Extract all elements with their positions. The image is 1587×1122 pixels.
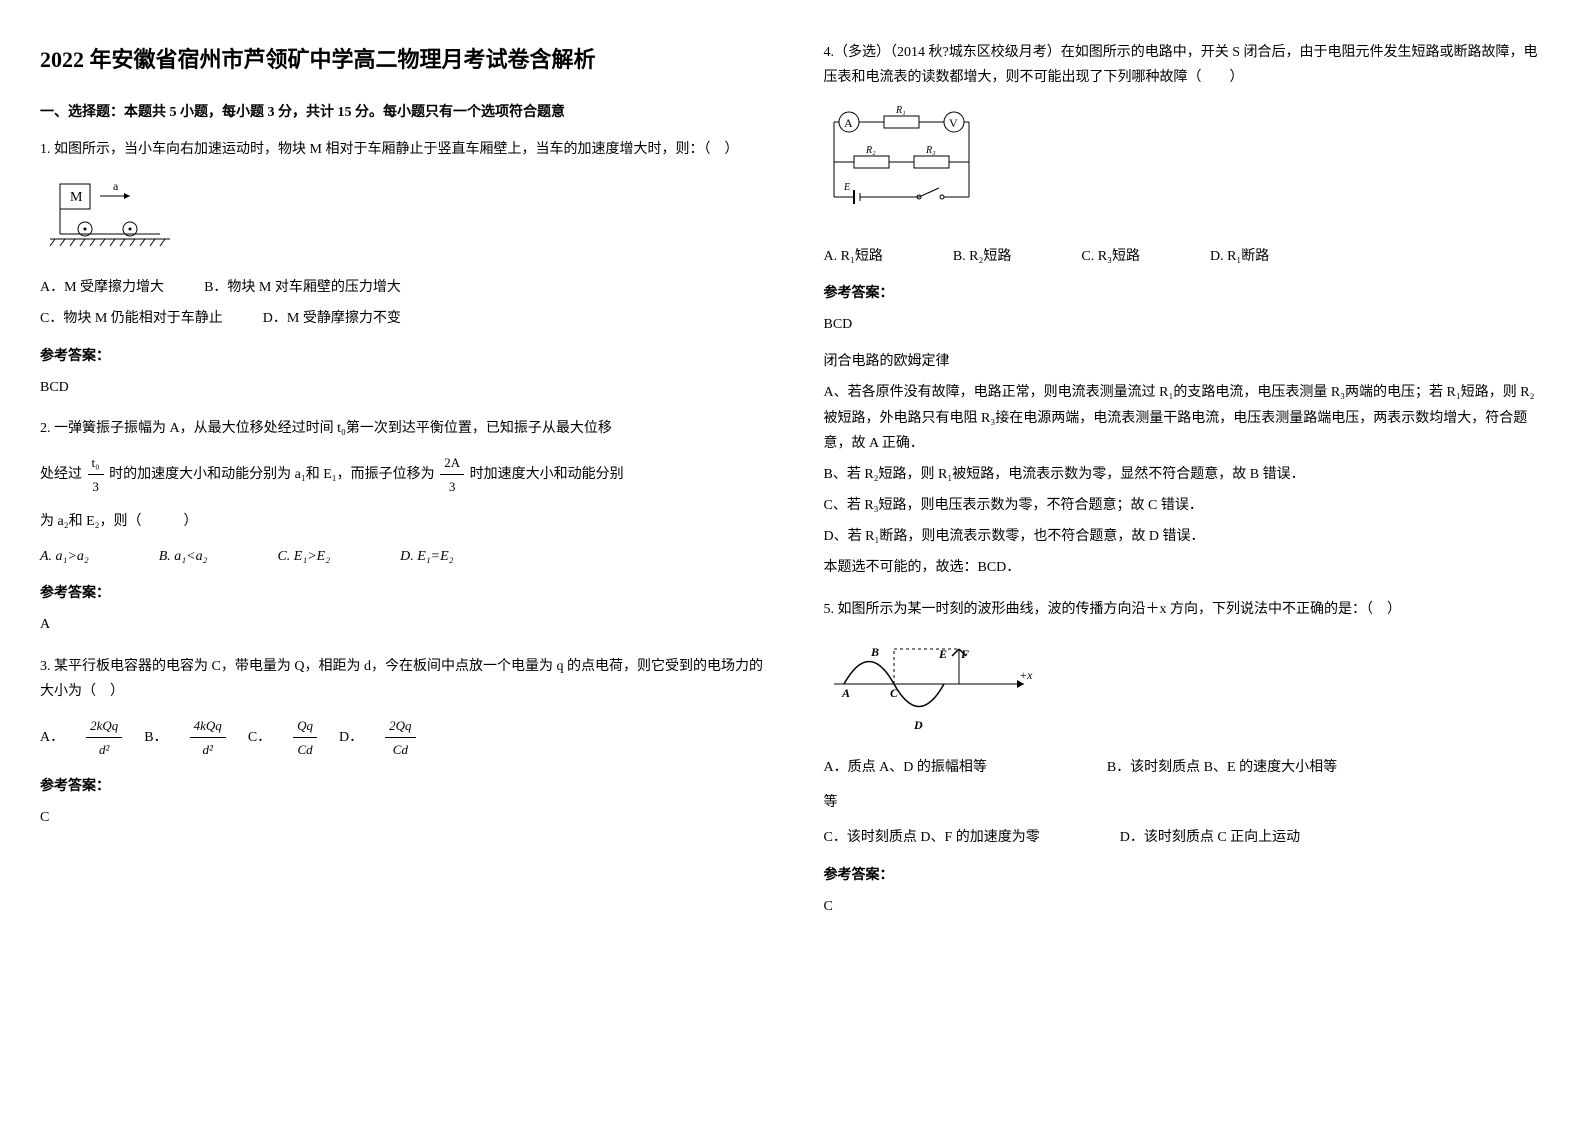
svg-text:R₁: R₁ [895,105,906,116]
q5-options: A．质点 A、D 的振幅相等 B．该时刻质点 B、E 的速度大小相等 等 C．该… [824,755,1548,851]
q1-answer: BCD [40,375,764,400]
svg-text:+x: +x [1019,668,1033,682]
q1-optD: D．M 受静摩擦力不变 [263,306,401,331]
svg-text:R₃: R₃ [925,145,936,156]
q2-optC: C. E₁>E₂ [277,544,330,569]
q5-diagram: +x A B C D E F [824,634,1548,743]
q3-optA-label: A． [40,725,64,750]
q4-exp5: D、若 R₁断路，则电流表示数零，也不符合题意，故 D 错误． [824,524,1548,549]
svg-text:A: A [841,686,850,700]
q3-optC-frac: Qq Cd [293,714,317,762]
q2-optB: B. a₁<a₂ [159,544,208,569]
q1-optA: A．M 受摩擦力增大 [40,275,164,300]
q2-p3: 时的加速度大小和动能分别为 a₁和 E₁，而振子位移为 [109,467,435,482]
q2-p5: 为 a₂和 E₂，则（ ） [40,509,764,534]
svg-text:a: a [113,179,119,193]
q3-text: 3. 某平行板电容器的电容为 C，带电量为 Q，相距为 d，今在板间中点放一个电… [40,654,764,704]
q2-p4: 时加速度大小和动能分别 [470,467,624,482]
q3-answer-label: 参考答案： [40,774,764,799]
q1-optB: B．物块 M 对车厢壁的压力增大 [204,275,401,300]
q2-answer: A [40,612,764,637]
svg-text:D: D [913,718,923,732]
svg-text:C: C [890,686,899,700]
q5-answer: C [824,894,1548,919]
q1-diagram: M a [40,174,764,263]
q3-optD-frac: 2Qq Cd [385,714,415,762]
svg-text:E: E [938,647,947,661]
q4-options: A. R₁短路 B. R₂短路 C. R₃短路 D. R₁断路 [824,244,1548,269]
svg-text:R₂: R₂ [865,145,876,156]
question-3: 3. 某平行板电容器的电容为 C，带电量为 Q，相距为 d，今在板间中点放一个电… [40,654,764,831]
q1-text: 1. 如图所示，当小车向右加速运动时，物块 M 相对于车厢静止于竖直车厢壁上，当… [40,137,764,162]
q2-text-line2: 处经过 t₀ 3 时的加速度大小和动能分别为 a₁和 E₁，而振子位移为 2A … [40,451,764,499]
q4-optD: D. R₁断路 [1210,244,1269,269]
q4-answer: BCD [824,312,1548,337]
q4-exp2: A、若各原件没有故障，电路正常，则电流表测量流过 R₁的支路电流，电压表测量 R… [824,380,1548,456]
svg-text:V: V [949,116,958,130]
left-column: 2022 年安徽省宿州市芦领矿中学高二物理月考试卷含解析 一、选择题：本题共 5… [40,40,764,935]
q4-exp6: 本题选不可能的，故选：BCD． [824,555,1548,580]
q4-diagram: A R₁ V R₂ R₃ [824,102,1548,231]
q3-answer: C [40,805,764,830]
question-5: 5. 如图所示为某一时刻的波形曲线，波的传播方向沿＋x 方向，下列说法中不正确的… [824,597,1548,919]
q5-text: 5. 如图所示为某一时刻的波形曲线，波的传播方向沿＋x 方向，下列说法中不正确的… [824,597,1548,622]
q4-exp1: 闭合电路的欧姆定律 [824,349,1548,374]
q1-optC: C．物块 M 仍能相对于车静止 [40,306,223,331]
question-2: 2. 一弹簧振子振幅为 A，从最大位移处经过时间 t₀第一次到达平衡位置，已知振… [40,416,764,638]
q2-optD: D. E₁=E₂ [400,544,453,569]
q2-p2: 处经过 [40,467,82,482]
q3-optD-label: D． [339,725,363,750]
svg-text:B: B [870,645,879,659]
q2-answer-label: 参考答案： [40,581,764,606]
q2-frac2: 2A 3 [440,451,464,499]
question-1: 1. 如图所示，当小车向右加速运动时，物块 M 相对于车厢静止于竖直车厢壁上，当… [40,137,764,400]
q3-options: A． 2kQq d² B． 4kQq d² C． Qq Cd D． 2Qq [40,714,764,762]
q4-optA: A. R₁短路 [824,244,883,269]
q3-optB-frac: 4kQq d² [190,714,226,762]
q5-optC: C．该时刻质点 D、F 的加速度为零 [824,825,1040,850]
right-column: 4.（多选）（2014 秋?城东区校级月考）在如图所示的电路中，开关 S 闭合后… [824,40,1548,935]
q2-frac1: t₀ 3 [88,451,104,499]
svg-text:M: M [70,190,83,205]
q4-optB: B. R₂短路 [953,244,1012,269]
q1-answer-label: 参考答案： [40,344,764,369]
q4-exp3: B、若 R₂短路，则 R₁被短路，电流表示数为零，显然不符合题意，故 B 错误． [824,462,1548,487]
q1-options: A．M 受摩擦力增大 B．物块 M 对车厢壁的压力增大 C．物块 M 仍能相对于… [40,275,764,331]
q5-answer-label: 参考答案： [824,863,1548,888]
q3-optB-label: B． [144,725,167,750]
q2-options: A. a₁>a₂ B. a₁<a₂ C. E₁>E₂ D. E₁=E₂ [40,544,764,569]
q4-exp4: C、若 R₃短路，则电压表示数为零，不符合题意；故 C 错误． [824,493,1548,518]
svg-text:A: A [844,116,853,130]
section-header: 一、选择题：本题共 5 小题，每小题 3 分，共计 15 分。每小题只有一个选项… [40,100,764,125]
page-title: 2022 年安徽省宿州市芦领矿中学高二物理月考试卷含解析 [40,40,764,80]
q2-optA: A. a₁>a₂ [40,544,89,569]
q4-text: 4.（多选）（2014 秋?城东区校级月考）在如图所示的电路中，开关 S 闭合后… [824,40,1548,90]
q2-text-p1: 2. 一弹簧振子振幅为 A，从最大位移处经过时间 t₀第一次到达平衡位置，已知振… [40,416,764,441]
q4-optC: C. R₃短路 [1081,244,1140,269]
q3-optC-label: C． [248,725,271,750]
q5-optD: D．该时刻质点 C 正向上运动 [1120,825,1300,850]
q5-optA: A．质点 A、D 的振幅相等 [824,755,987,780]
q5-optB: B．该时刻质点 B、E 的速度大小相等 [1107,755,1337,780]
question-4: 4.（多选）（2014 秋?城东区校级月考）在如图所示的电路中，开关 S 闭合后… [824,40,1548,581]
q3-optA-frac: 2kQq d² [86,714,122,762]
q4-answer-label: 参考答案： [824,281,1548,306]
svg-text:E: E [843,182,850,193]
